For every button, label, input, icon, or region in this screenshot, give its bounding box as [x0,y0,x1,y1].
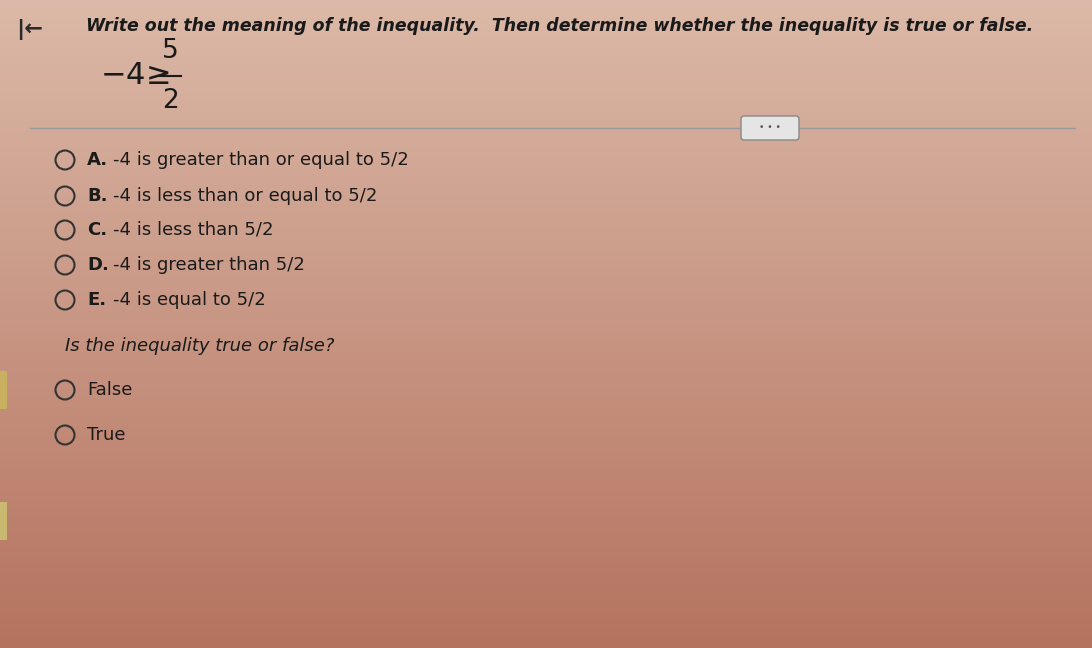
Text: -4 is equal to 5/2: -4 is equal to 5/2 [112,291,265,309]
Text: C.: C. [87,221,107,239]
Text: False: False [87,381,132,399]
Text: Is the inequality true or false?: Is the inequality true or false? [66,337,334,355]
Text: -4 is less than 5/2: -4 is less than 5/2 [112,221,273,239]
Text: 2: 2 [162,88,178,114]
FancyBboxPatch shape [0,371,7,409]
Text: D.: D. [87,256,109,274]
Text: True: True [87,426,126,444]
Text: • • •: • • • [759,124,781,132]
Text: -4 is greater than or equal to 5/2: -4 is greater than or equal to 5/2 [112,151,408,169]
Text: -4 is less than or equal to 5/2: -4 is less than or equal to 5/2 [112,187,378,205]
Text: -4 is greater than 5/2: -4 is greater than 5/2 [112,256,305,274]
Text: 5: 5 [162,38,178,64]
Text: E.: E. [87,291,106,309]
FancyBboxPatch shape [741,116,799,140]
Text: Write out the meaning of the inequality.  Then determine whether the inequality : Write out the meaning of the inequality.… [86,17,1034,35]
FancyBboxPatch shape [0,502,7,540]
Text: $-4\!\geq\!$: $-4\!\geq\!$ [100,62,170,91]
Text: A.: A. [87,151,108,169]
Text: B.: B. [87,187,107,205]
Text: |←: |← [16,19,44,40]
